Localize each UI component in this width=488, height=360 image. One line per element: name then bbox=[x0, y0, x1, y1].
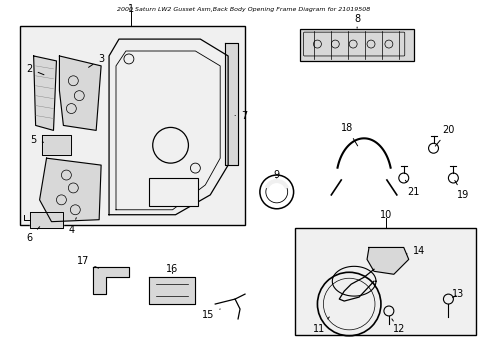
Text: 2000 Saturn LW2 Gusset Asm,Back Body Opening Frame Diagram for 21019508: 2000 Saturn LW2 Gusset Asm,Back Body Ope… bbox=[117, 7, 370, 12]
Text: 4: 4 bbox=[68, 218, 76, 235]
Text: 5: 5 bbox=[30, 135, 43, 145]
Text: 7: 7 bbox=[235, 111, 246, 121]
Text: 13: 13 bbox=[451, 289, 464, 299]
FancyBboxPatch shape bbox=[20, 26, 244, 225]
Polygon shape bbox=[41, 135, 71, 155]
FancyBboxPatch shape bbox=[299, 29, 413, 61]
Text: 3: 3 bbox=[88, 54, 104, 67]
Polygon shape bbox=[366, 247, 408, 274]
Text: 14: 14 bbox=[406, 247, 424, 256]
Polygon shape bbox=[93, 267, 129, 294]
Text: 10: 10 bbox=[379, 210, 391, 220]
Text: 6: 6 bbox=[26, 227, 40, 243]
Polygon shape bbox=[224, 43, 238, 165]
Text: 9: 9 bbox=[273, 170, 279, 180]
Polygon shape bbox=[148, 277, 195, 304]
Text: 17: 17 bbox=[77, 256, 99, 268]
Text: 1: 1 bbox=[127, 4, 134, 14]
Text: 12: 12 bbox=[391, 319, 404, 334]
Text: 15: 15 bbox=[202, 309, 220, 320]
Text: 8: 8 bbox=[353, 14, 360, 28]
Text: 21: 21 bbox=[405, 180, 419, 197]
Polygon shape bbox=[109, 39, 228, 215]
Text: 16: 16 bbox=[166, 264, 178, 274]
Polygon shape bbox=[34, 56, 56, 130]
Text: 19: 19 bbox=[454, 180, 468, 200]
FancyBboxPatch shape bbox=[148, 178, 198, 206]
Polygon shape bbox=[60, 56, 101, 130]
Text: 2: 2 bbox=[26, 64, 44, 75]
Text: 20: 20 bbox=[434, 125, 454, 146]
Text: 11: 11 bbox=[313, 317, 328, 334]
FancyBboxPatch shape bbox=[294, 228, 475, 335]
Polygon shape bbox=[30, 212, 63, 228]
FancyBboxPatch shape bbox=[303, 32, 404, 56]
Polygon shape bbox=[40, 158, 101, 222]
Text: 18: 18 bbox=[340, 123, 357, 146]
